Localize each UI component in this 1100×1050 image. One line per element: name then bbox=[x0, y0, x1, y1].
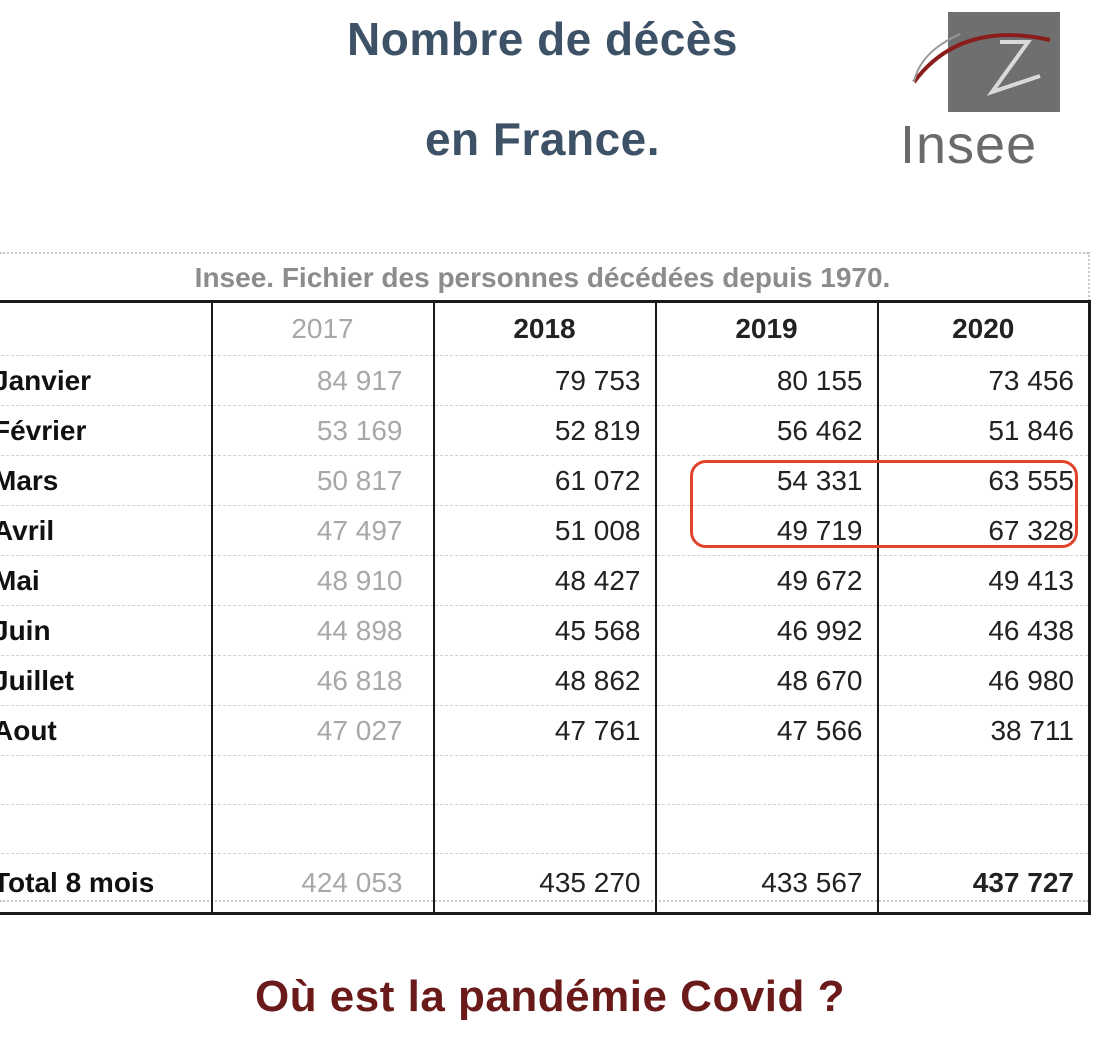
cell-2020: 46 438 bbox=[876, 605, 1091, 656]
closing-question: Où est la pandémie Covid ? bbox=[254, 972, 845, 1021]
cell-2018: 51 008 bbox=[432, 505, 657, 556]
highlight-box bbox=[690, 460, 1078, 548]
cell-2017: 47 497 bbox=[210, 505, 435, 556]
insee-logo: Insee bbox=[900, 12, 1070, 182]
total-2020: 437 727 bbox=[876, 853, 1091, 914]
cell-2017: 46 818 bbox=[210, 655, 435, 706]
month-label: Avril bbox=[0, 505, 213, 556]
header-empty bbox=[0, 301, 213, 356]
table-row: Aout 47 027 47 761 47 566 38 711 bbox=[0, 705, 1091, 756]
deaths-table: 2017 2018 2019 2020 Janvier 84 917 79 75… bbox=[0, 300, 1091, 915]
month-label: Juillet bbox=[0, 655, 213, 706]
total-2019: 433 567 bbox=[654, 853, 879, 914]
total-label: Total 8 mois bbox=[0, 853, 213, 914]
year-header-2018: 2018 bbox=[432, 301, 657, 356]
cell-2017: 44 898 bbox=[210, 605, 435, 656]
month-label: Février bbox=[0, 405, 213, 456]
table-row: Mai 48 910 48 427 49 672 49 413 bbox=[0, 555, 1091, 606]
cell-2019: 49 672 bbox=[654, 555, 879, 606]
cell-2019: 46 992 bbox=[654, 605, 879, 656]
cell-2019: 56 462 bbox=[654, 405, 879, 456]
table-row: Juin 44 898 45 568 46 992 46 438 bbox=[0, 605, 1091, 656]
cell-2019: 47 566 bbox=[654, 705, 879, 756]
empty-cell bbox=[0, 755, 213, 805]
cell-2018: 48 862 bbox=[432, 655, 657, 706]
year-header-2020: 2020 bbox=[876, 301, 1091, 356]
cell-2017: 53 169 bbox=[210, 405, 435, 456]
month-label: Janvier bbox=[0, 355, 213, 406]
cell-2020: 49 413 bbox=[876, 555, 1091, 606]
total-2018: 435 270 bbox=[432, 853, 657, 914]
table-caption: Insee. Fichier des personnes décédées de… bbox=[194, 262, 891, 293]
divider-top bbox=[0, 252, 1088, 254]
month-label: Mars bbox=[0, 455, 213, 506]
month-label: Juin bbox=[0, 605, 213, 656]
cell-2019: 48 670 bbox=[654, 655, 879, 706]
empty-cell bbox=[432, 804, 657, 854]
cell-2019: 80 155 bbox=[654, 355, 879, 406]
empty-cell bbox=[432, 755, 657, 805]
cell-2018: 47 761 bbox=[432, 705, 657, 756]
empty-cell bbox=[0, 804, 213, 854]
insee-logo-square bbox=[948, 12, 1060, 112]
empty-cell bbox=[654, 804, 879, 854]
empty-cell bbox=[210, 804, 435, 854]
cell-2018: 48 427 bbox=[432, 555, 657, 606]
cell-2020: 63 555 bbox=[876, 455, 1091, 506]
month-label: Aout bbox=[0, 705, 213, 756]
total-2017: 424 053 bbox=[210, 853, 435, 914]
cell-2017: 47 027 bbox=[210, 705, 435, 756]
empty-cell bbox=[876, 804, 1091, 854]
year-header-2017: 2017 bbox=[210, 301, 435, 356]
empty-cell bbox=[210, 755, 435, 805]
page-title-line-1: Nombre de décès bbox=[347, 13, 738, 65]
cell-2017: 50 817 bbox=[210, 455, 435, 506]
empty-cell bbox=[654, 755, 879, 805]
table-row: Janvier 84 917 79 753 80 155 73 456 bbox=[0, 355, 1091, 406]
table-row-empty bbox=[0, 755, 1091, 805]
cell-2018: 52 819 bbox=[432, 405, 657, 456]
table-header-row: 2017 2018 2019 2020 bbox=[0, 301, 1091, 356]
table-total-row: Total 8 mois 424 053 435 270 433 567 437… bbox=[0, 853, 1091, 914]
month-label: Mai bbox=[0, 555, 213, 606]
table-row: Mars 50 817 61 072 54 331 63 555 bbox=[0, 455, 1091, 506]
cell-2018: 61 072 bbox=[432, 455, 657, 506]
cell-2020: 73 456 bbox=[876, 355, 1091, 406]
cell-2020: 38 711 bbox=[876, 705, 1091, 756]
empty-cell bbox=[876, 755, 1091, 805]
table-row: Juillet 46 818 48 862 48 670 46 980 bbox=[0, 655, 1091, 706]
table-row-empty bbox=[0, 804, 1091, 854]
cell-2020: 51 846 bbox=[876, 405, 1091, 456]
insee-logo-icon bbox=[912, 33, 1051, 96]
year-header-2019: 2019 bbox=[654, 301, 879, 356]
cell-2018: 45 568 bbox=[432, 605, 657, 656]
table-row: Février 53 169 52 819 56 462 51 846 bbox=[0, 405, 1091, 456]
page-title-line-2: en France. bbox=[424, 113, 661, 165]
cell-2018: 79 753 bbox=[432, 355, 657, 406]
table-row: Avril 47 497 51 008 49 719 67 328 bbox=[0, 505, 1091, 556]
cell-2017: 84 917 bbox=[210, 355, 435, 406]
cell-2017: 48 910 bbox=[210, 555, 435, 606]
cell-2020: 46 980 bbox=[876, 655, 1091, 706]
insee-logo-text: Insee bbox=[900, 115, 1038, 175]
